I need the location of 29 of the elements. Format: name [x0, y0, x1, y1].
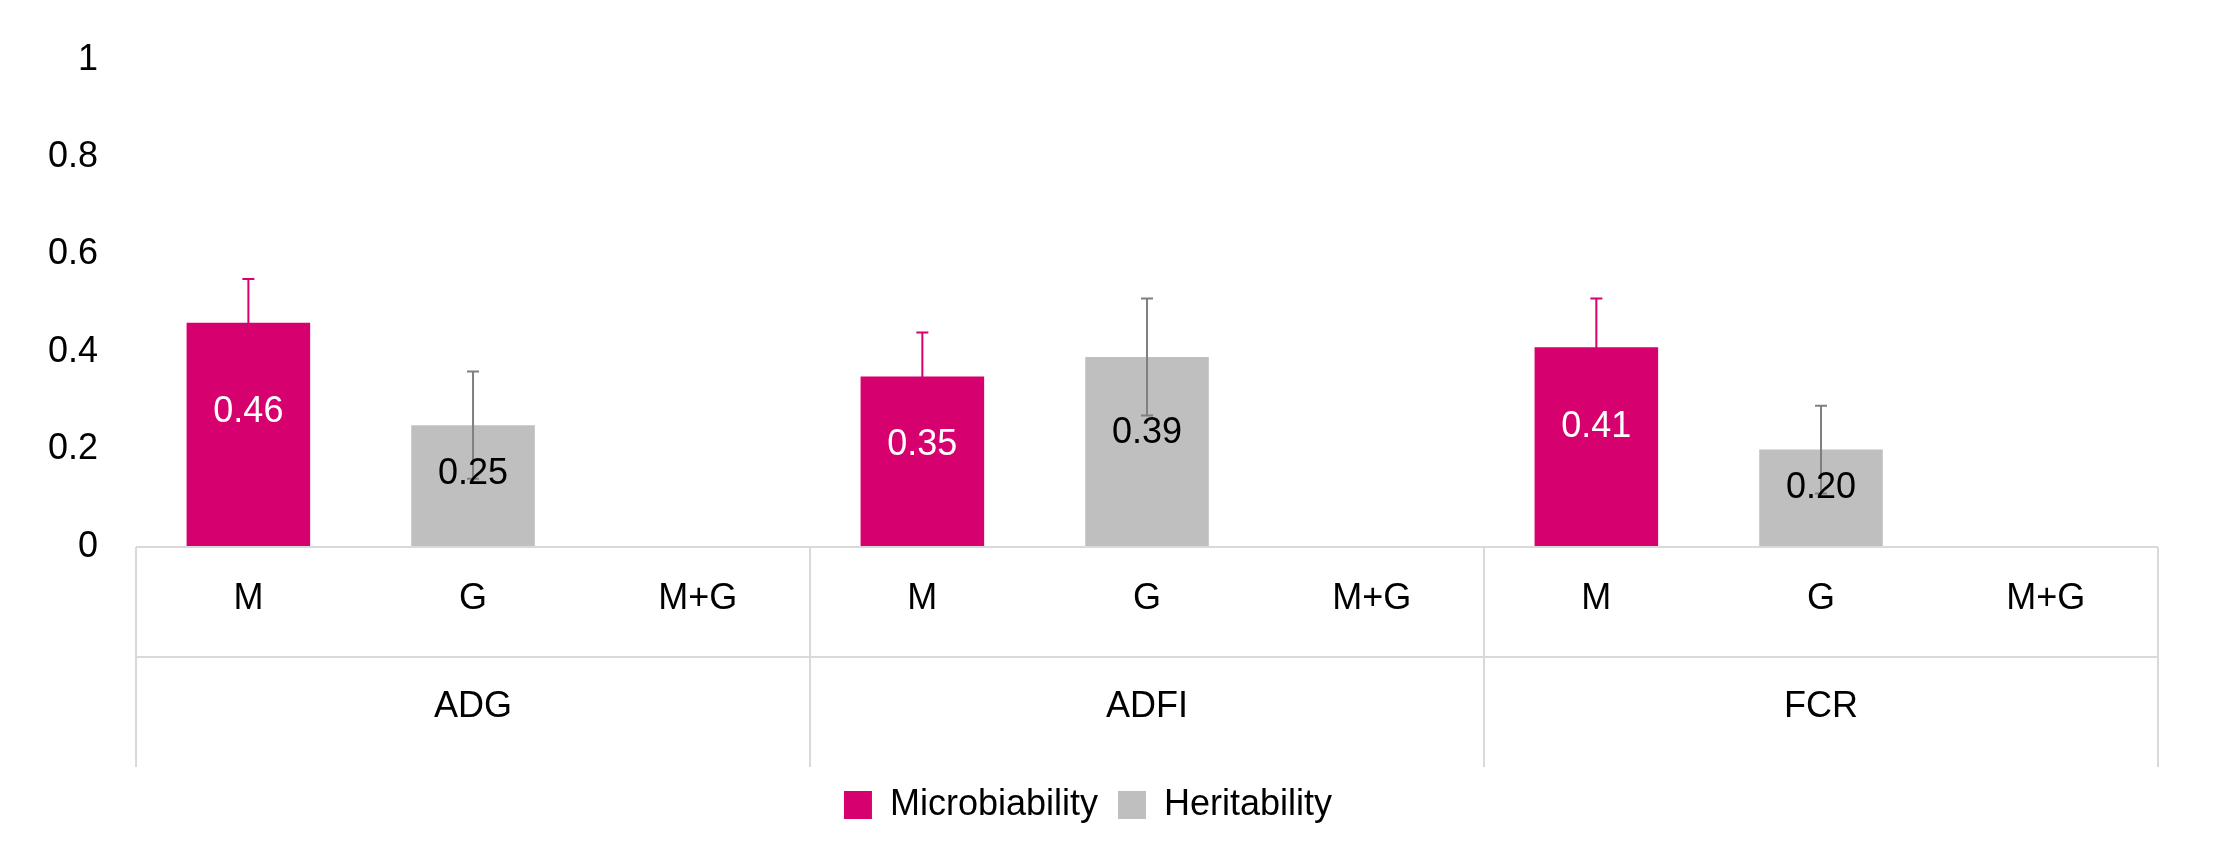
x-tick-label: M+G	[658, 575, 738, 617]
data-label: 0.25	[438, 450, 509, 492]
x-tick-label: G	[1807, 575, 1836, 617]
data-label: 0.35	[887, 421, 958, 463]
y-tick-label: 0	[78, 523, 99, 565]
bar	[411, 425, 535, 547]
data-label: 0.39	[1111, 409, 1183, 451]
bar	[1759, 449, 1883, 547]
x-tick-label: G	[459, 575, 488, 617]
data-label: 0.41	[1561, 404, 1632, 446]
x-tick-label: G	[1133, 575, 1162, 617]
x-tick-label: M+G	[1332, 575, 1412, 617]
y-tick-label: 0.2	[48, 426, 99, 468]
y-tick-label: 0.6	[48, 231, 99, 273]
y-tick-label: 0.8	[48, 134, 99, 175]
legend-label: Microbiability	[889, 781, 1099, 823]
x-tick-label: M	[1581, 575, 1612, 617]
text: FCR	[1784, 683, 1859, 725]
x-tick-label: M	[907, 575, 938, 617]
bar	[1085, 356, 1209, 547]
data-label: 0.46	[213, 389, 284, 431]
text: ADG	[434, 683, 513, 725]
legend-label: Heritability	[1164, 781, 1333, 823]
y-tick-label: 0.4	[48, 328, 99, 370]
x-tick-label: M+G	[2006, 575, 2086, 617]
data-label: 0.20	[1785, 465, 1857, 507]
x-tick-label: M	[233, 575, 264, 617]
text: ADFI	[1106, 683, 1189, 725]
y-tick-label: 1	[78, 36, 99, 78]
